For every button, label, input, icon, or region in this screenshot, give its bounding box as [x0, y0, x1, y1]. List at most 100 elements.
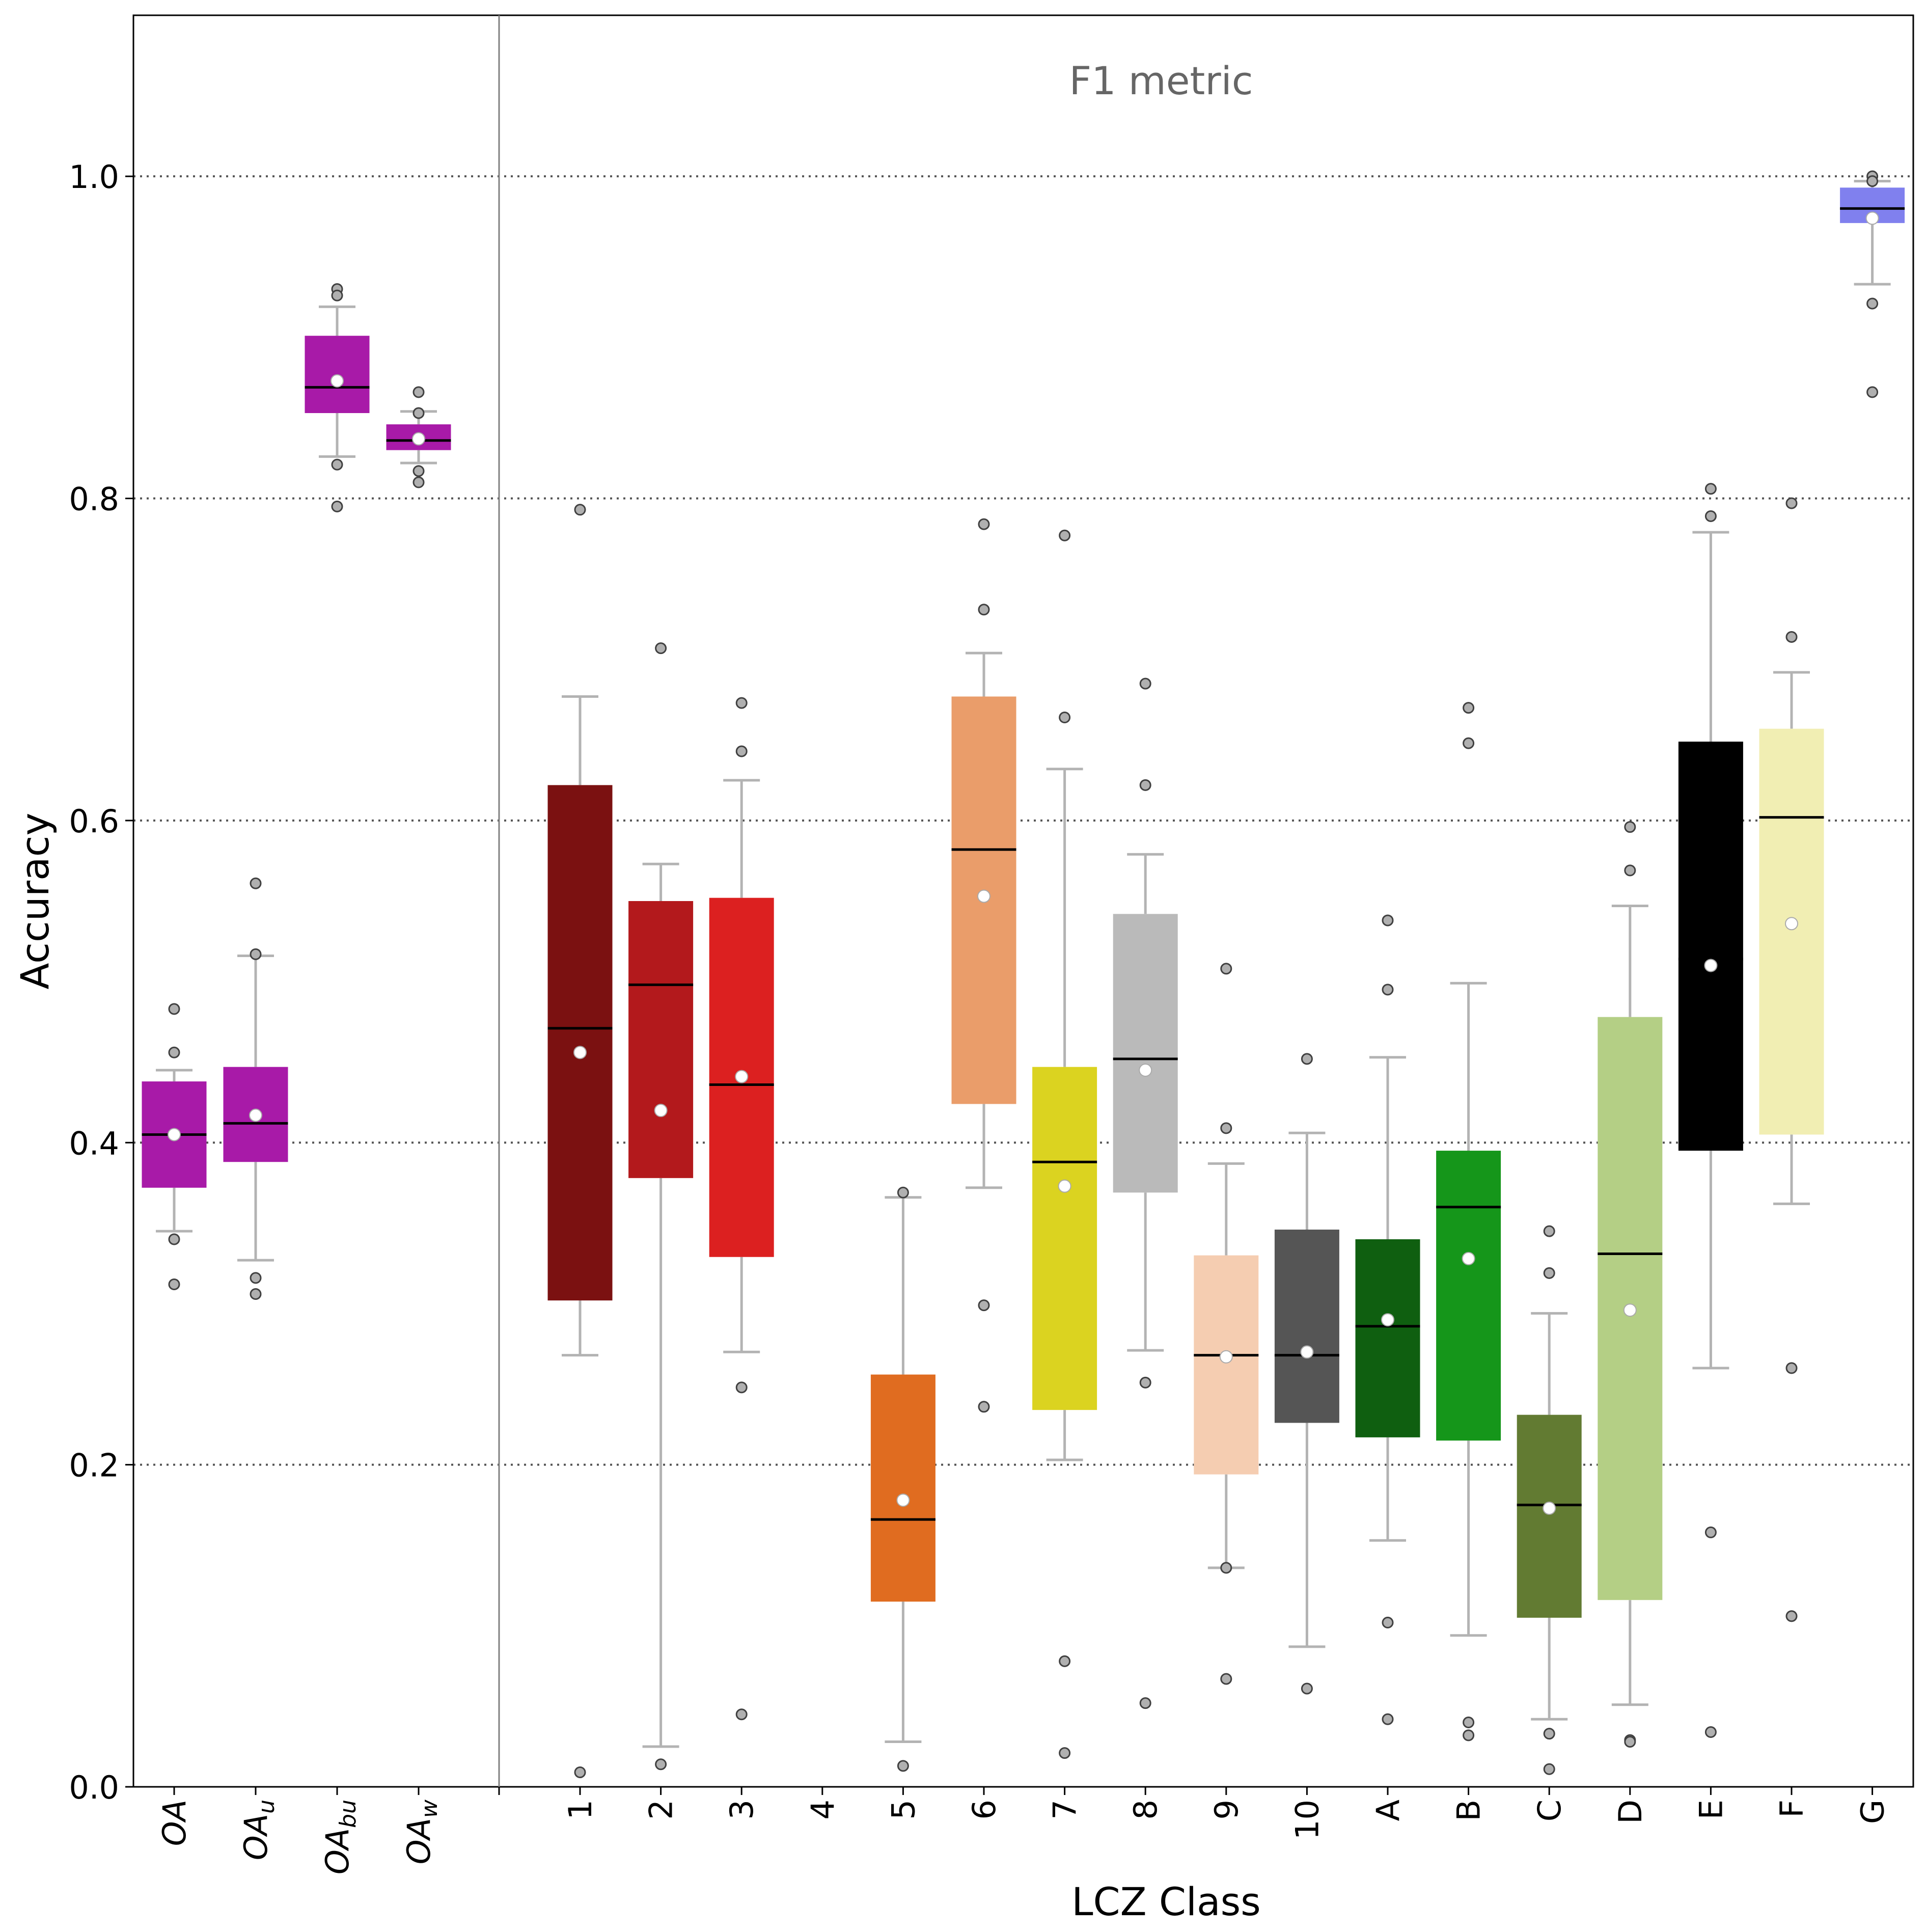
outlier-point [574, 1766, 586, 1779]
outlier-point [250, 1288, 262, 1300]
box-body [1759, 728, 1824, 1135]
box-body [1113, 914, 1178, 1193]
box [1840, 170, 1905, 398]
x-tick-label: 10 [1288, 1800, 1326, 1840]
outlier-point [735, 745, 748, 757]
x-tick-label-base: OA [237, 1814, 274, 1860]
x-tick-label: 2 [643, 1800, 680, 1819]
outlier-point [897, 1186, 909, 1199]
box [386, 386, 451, 488]
box [547, 504, 613, 1779]
outlier-point [978, 518, 990, 530]
box [1032, 529, 1097, 1759]
x-tick-label: 7 [1047, 1800, 1084, 1819]
outlier-point [168, 1278, 180, 1291]
mean-marker [573, 1046, 587, 1059]
box-body [1436, 1151, 1501, 1441]
outlier-point [1624, 864, 1636, 877]
outlier-point [1382, 1616, 1394, 1628]
x-tick-label-base: OA [400, 1818, 437, 1864]
outlier-point [1785, 1610, 1798, 1622]
mean-marker [1219, 1350, 1233, 1364]
outlier-point [168, 1046, 180, 1058]
y-tick-label: 0.0 [69, 1769, 119, 1806]
x-tick-label: D [1612, 1800, 1649, 1824]
box [870, 1186, 936, 1772]
y-axis-label: Accuracy [12, 813, 58, 990]
outlier-point [978, 1299, 990, 1312]
outlier-point [1059, 712, 1071, 724]
mean-marker [412, 432, 425, 446]
mean-marker [1139, 1063, 1152, 1077]
mean-marker [977, 889, 990, 903]
outlier-point [655, 1758, 667, 1771]
y-tick-label: 0.6 [69, 803, 119, 840]
x-tick-label: 4 [804, 1800, 841, 1819]
outlier-point [168, 1233, 180, 1245]
outlier-point [250, 877, 262, 889]
x-tick-label: B [1450, 1800, 1488, 1821]
mean-marker [1865, 211, 1879, 225]
outlier-point [1139, 677, 1151, 690]
outlier-point [168, 1003, 180, 1015]
outlier-point [1785, 1362, 1798, 1374]
mean-marker [654, 1104, 668, 1118]
box [1194, 963, 1259, 1685]
mean-marker [168, 1128, 181, 1141]
outlier-point [412, 386, 425, 398]
box-body [870, 1374, 936, 1602]
mean-marker [1462, 1251, 1475, 1265]
box [628, 642, 694, 1771]
mean-marker [331, 374, 344, 388]
x-tick-label-subscript: u [254, 1800, 280, 1814]
outlier-point [1866, 386, 1879, 398]
box [1598, 821, 1663, 1748]
y-tick-label: 1.0 [69, 158, 119, 196]
mean-marker [896, 1493, 910, 1507]
box [1436, 702, 1501, 1741]
outlier-point [1463, 702, 1475, 714]
outlier-point [1301, 1682, 1313, 1695]
x-tick-label: OA [156, 1800, 193, 1846]
box-body [628, 901, 694, 1178]
outlier-point [1463, 737, 1475, 749]
mean-marker [735, 1070, 749, 1083]
box [709, 697, 774, 1721]
box-body [1517, 1414, 1582, 1618]
mean-marker [1381, 1313, 1394, 1327]
box [142, 1003, 207, 1291]
outlier-point [978, 1401, 990, 1413]
outlier-point [1866, 175, 1879, 187]
box [951, 518, 1016, 1413]
outlier-point [735, 1708, 748, 1721]
outlier-point [1704, 483, 1717, 495]
outlier-point [1059, 529, 1071, 541]
outlier-point [735, 1381, 748, 1394]
outlier-point [1543, 1728, 1555, 1740]
box [1678, 483, 1743, 1738]
outlier-point [1704, 1526, 1717, 1538]
box [1355, 914, 1420, 1725]
outlier-point [574, 504, 586, 516]
axes-frame [132, 14, 1914, 1788]
outlier-point [331, 289, 343, 302]
box [1759, 497, 1824, 1622]
outlier-point [412, 465, 425, 477]
outlier-point [1139, 1376, 1151, 1389]
mean-marker [1058, 1179, 1071, 1193]
outlier-point [1301, 1053, 1313, 1065]
outlier-point [1059, 1655, 1071, 1667]
x-tick-label: 8 [1127, 1800, 1164, 1819]
y-tick-label: 0.2 [69, 1447, 119, 1484]
x-tick-label: 5 [885, 1800, 922, 1819]
x-tick-label: 1 [562, 1800, 599, 1819]
outlier-point [1382, 914, 1394, 927]
box [305, 283, 370, 512]
mean-marker [1543, 1502, 1556, 1515]
outlier-point [1543, 1225, 1555, 1237]
outlier-point [412, 476, 425, 488]
outlier-point [1624, 1735, 1636, 1748]
box-body [1355, 1239, 1420, 1437]
x-tick-label: OAw [400, 1799, 443, 1864]
